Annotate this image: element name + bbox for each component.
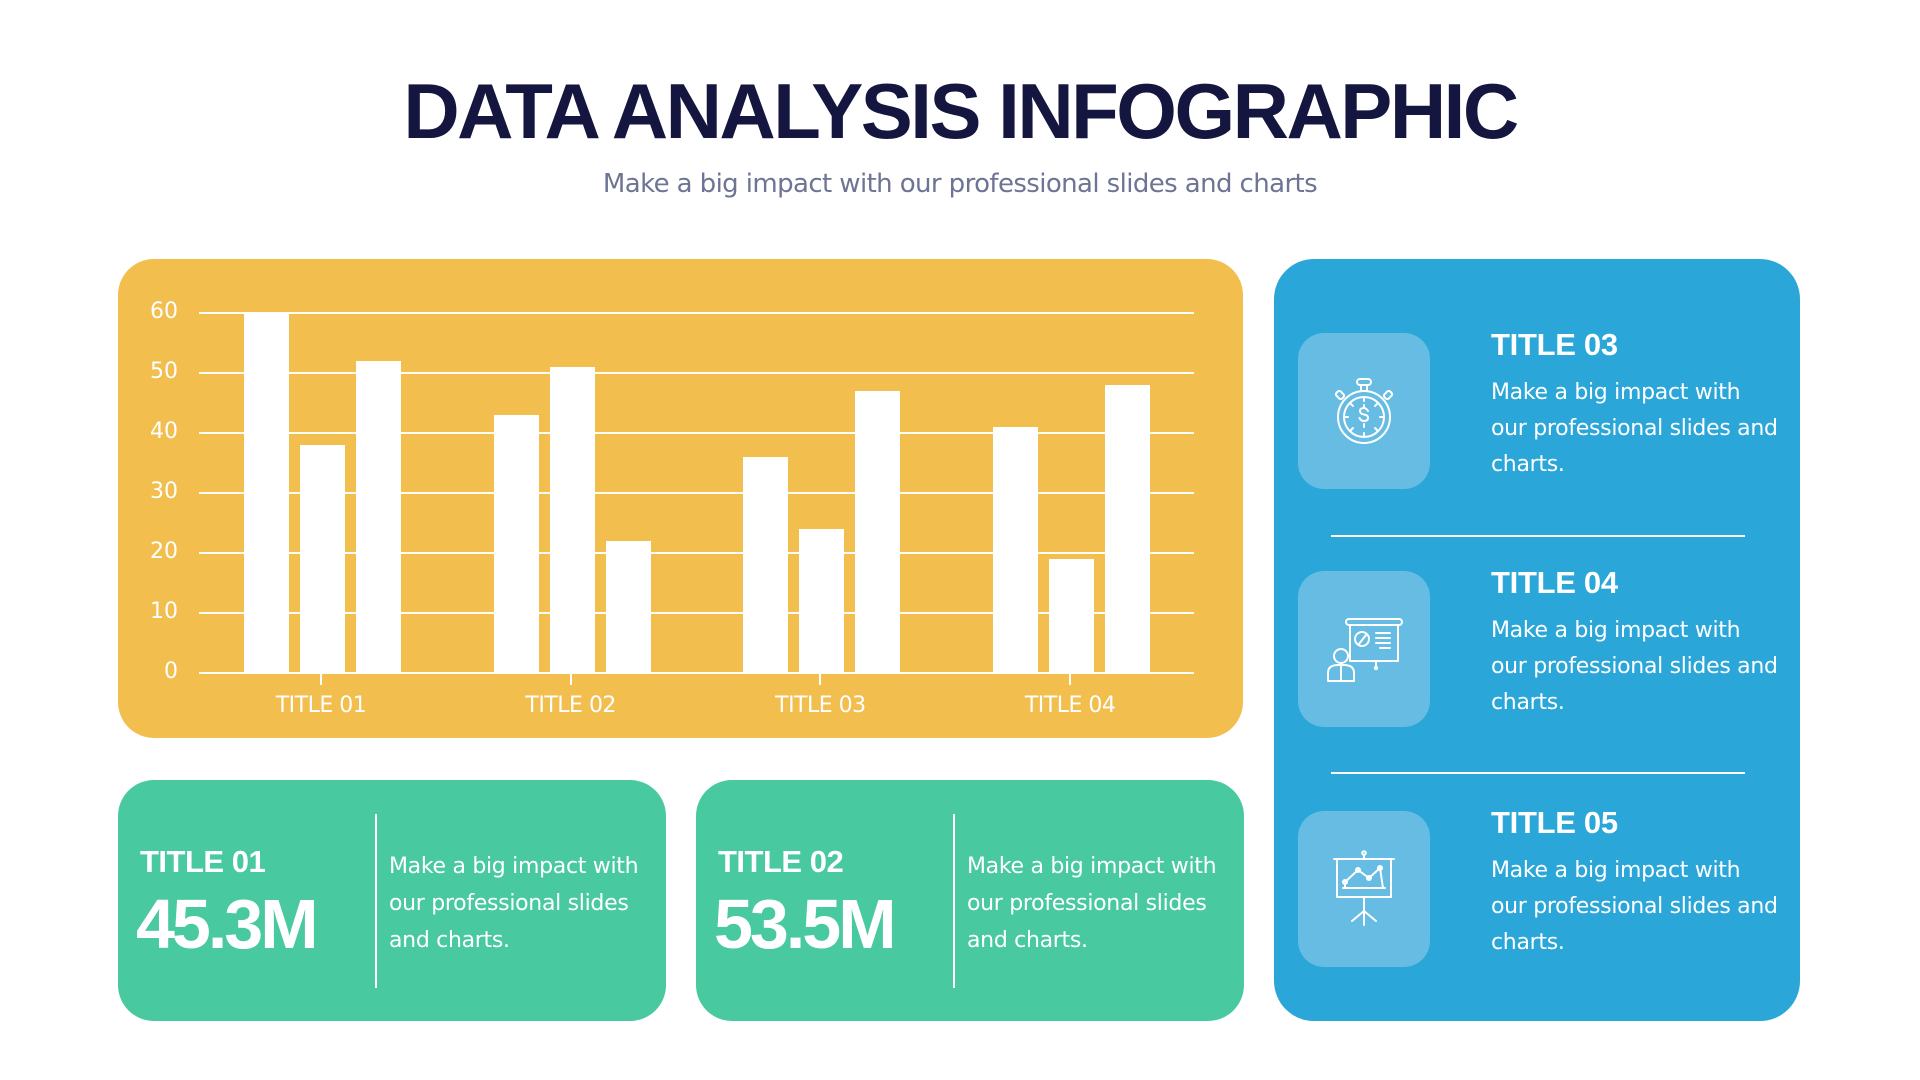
y-axis-label: 10 (150, 599, 178, 624)
separator (1331, 772, 1745, 774)
info-description: Make a big impact with our professional … (1491, 380, 1778, 477)
divider (953, 814, 955, 988)
info-card: TITLE 03 Make a big impact with our prof… (1274, 259, 1800, 1021)
gridline (199, 432, 1194, 434)
gridline (199, 492, 1194, 494)
bar (993, 427, 1039, 673)
y-axis-label: 50 (150, 359, 178, 384)
gridline (199, 552, 1194, 554)
stat-value: 45.3M (136, 885, 319, 963)
gridline (199, 312, 1194, 314)
stat-card-title-01: TITLE 01 45.3M Make a big impact with ou… (118, 780, 666, 1021)
bar (549, 367, 595, 673)
divider (375, 814, 377, 988)
bar (605, 541, 651, 673)
separator (1331, 535, 1745, 537)
bar (1105, 385, 1151, 673)
x-axis-label: TITLE 01 (275, 693, 367, 718)
gridline (199, 672, 1194, 674)
info-title: TITLE 05 (1491, 805, 1618, 840)
bar (244, 313, 289, 673)
bar (743, 457, 789, 673)
info-description: Make a big impact with our professional … (1491, 858, 1778, 955)
bar (300, 445, 345, 673)
x-axis-tick (1069, 673, 1072, 685)
easel-chart-icon (1333, 850, 1395, 926)
x-axis-tick (320, 673, 322, 685)
bar (493, 415, 539, 673)
x-axis-label: TITLE 04 (1024, 693, 1116, 718)
chart-card: 0 10 20 30 40 50 60 TITLE 01 TITLE 02 TITLE 03 TIT… (118, 259, 1243, 738)
x-axis-tick (569, 673, 572, 685)
presenter-icon (1327, 618, 1403, 682)
y-axis-label: 20 (150, 539, 178, 564)
info-item-title-04: TITLE 04 Make a big impact with our prof… (1274, 565, 1800, 727)
stat-description: Make a big impact with our professional … (389, 854, 639, 953)
gridline (199, 612, 1194, 614)
icon-box (1298, 811, 1430, 967)
bar (1049, 559, 1095, 673)
page-subtitle: Make a big impact with our professional … (602, 169, 1318, 199)
x-axis-label: TITLE 02 (525, 693, 616, 718)
stopwatch-dollar-icon (1334, 378, 1394, 444)
stat-card-title-02: TITLE 02 53.5M Make a big impact with ou… (696, 780, 1244, 1021)
x-axis-label: TITLE 03 (775, 693, 866, 718)
y-axis-label: 60 (150, 299, 178, 324)
x-axis-tick (819, 673, 822, 685)
y-axis-label: 30 (150, 479, 178, 504)
bar (799, 529, 845, 673)
y-axis-label: 0 (164, 659, 178, 684)
icon-box (1298, 333, 1430, 489)
stat-description: Make a big impact with our professional … (967, 854, 1217, 953)
icon-box (1298, 571, 1430, 727)
y-axis-label: 40 (150, 419, 178, 444)
stat-title: TITLE 01 (140, 844, 266, 879)
gridline (199, 372, 1194, 374)
stat-title: TITLE 02 (718, 844, 844, 879)
bar (855, 391, 901, 673)
info-title: TITLE 04 (1491, 565, 1618, 600)
info-item-title-03: TITLE 03 Make a big impact with our prof… (1274, 327, 1800, 489)
stat-value: 53.5M (714, 885, 897, 963)
page-title: DATA ANALYSIS INFOGRAPHIC (403, 67, 1519, 155)
info-description: Make a big impact with our professional … (1491, 618, 1778, 715)
bar-chart: 0 10 20 30 40 50 60 TITLE 01 TITLE 02 TITLE 03 TIT… (118, 259, 1243, 738)
info-item-title-05: TITLE 05 Make a big impact with our prof… (1274, 805, 1800, 967)
bar (356, 361, 401, 673)
info-title: TITLE 03 (1491, 327, 1618, 362)
